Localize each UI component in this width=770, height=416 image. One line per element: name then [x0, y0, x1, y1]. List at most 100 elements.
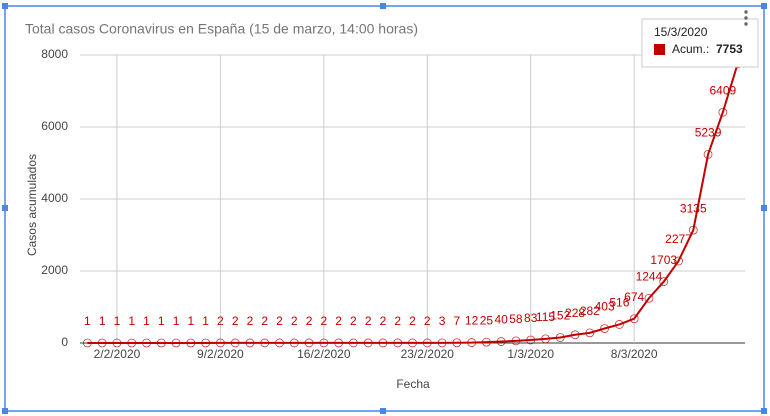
point [467, 338, 477, 347]
data-label: 3135 [680, 201, 707, 215]
data-label: 1703 [650, 253, 677, 267]
data-label: 2 [365, 314, 372, 328]
point [348, 338, 358, 348]
point [363, 338, 373, 348]
data-label: 2 [424, 314, 431, 328]
y-tick-label: 6000 [41, 119, 68, 133]
y-tick-label: 4000 [41, 191, 68, 205]
tooltip-value: 7753 [716, 42, 743, 56]
data-label: 58 [509, 312, 523, 326]
data-label: 2 [261, 314, 268, 328]
data-label: 2 [394, 314, 401, 328]
point [629, 314, 639, 324]
point [171, 338, 181, 348]
data-label: 282 [580, 304, 600, 318]
data-label: 2 [409, 314, 416, 328]
data-label: 2 [232, 314, 239, 328]
x-tick-label: 8/3/2020 [611, 347, 658, 361]
data-label: 83 [524, 311, 538, 325]
point [659, 277, 669, 287]
data-label: 3 [439, 314, 446, 328]
data-label: 2 [320, 314, 327, 328]
tooltip-swatch [654, 44, 665, 55]
data-label: 1 [114, 314, 121, 328]
point [644, 293, 654, 303]
chart-title: Total casos Coronavirus en España (15 de… [25, 21, 418, 37]
point [496, 337, 506, 346]
x-tick-label: 1/3/2020 [507, 347, 554, 361]
point [393, 338, 403, 348]
data-label: 1 [128, 314, 135, 328]
point [186, 338, 196, 348]
data-label: 403 [595, 300, 615, 314]
data-label: 7 [453, 314, 460, 328]
tooltip-box [641, 18, 759, 68]
data-label: 1 [187, 314, 194, 328]
tooltip-date: 15/3/2020 [654, 25, 708, 39]
data-label: 25 [480, 313, 494, 327]
point [275, 338, 284, 348]
data-label: 228 [565, 306, 585, 320]
resize-handles [2, 3, 767, 414]
point [289, 338, 299, 348]
x-tick-label: 23/2/2020 [401, 347, 455, 361]
line [87, 63, 739, 344]
data-label: 674 [624, 290, 644, 304]
data-label: 1 [158, 314, 165, 328]
tooltip: 15/3/2020 Acum.: 7753 [641, 18, 759, 68]
point [600, 324, 610, 333]
point [570, 330, 580, 340]
data-label: 1 [202, 314, 209, 328]
point [452, 338, 462, 348]
data-label: 2 [380, 314, 387, 328]
data-label: 2277 [665, 232, 692, 246]
point [245, 338, 255, 348]
data-label: 2 [247, 314, 254, 328]
data-label: 2 [335, 314, 342, 328]
point [541, 334, 550, 344]
point [319, 338, 329, 348]
point [674, 256, 683, 266]
data-label: 1244 [636, 269, 663, 283]
menu-dots[interactable] [744, 10, 748, 26]
data-label: 5239 [695, 126, 722, 140]
point [142, 338, 151, 348]
point [304, 338, 314, 348]
data-label: 1 [84, 314, 91, 328]
x-axis-label: Fecha [396, 377, 430, 391]
point [555, 333, 565, 342]
point [82, 338, 92, 348]
point [703, 149, 713, 159]
data-label: 2 [306, 314, 313, 328]
data-label: 1 [99, 314, 106, 328]
data-label: 1 [173, 314, 180, 328]
y-axis-label: Casos acumulados [25, 154, 39, 256]
tooltip-series: Acum.: [672, 42, 709, 56]
point [156, 338, 166, 348]
data-label: 6409 [709, 83, 736, 97]
point [408, 338, 417, 348]
x-tick-label: 16/2/2020 [297, 347, 351, 361]
point [230, 338, 240, 348]
point [334, 338, 344, 348]
data-label: 2 [350, 314, 357, 328]
data-label: 516 [609, 296, 629, 310]
point [97, 338, 107, 348]
point [614, 320, 624, 329]
point [437, 338, 447, 348]
data-label: 12 [465, 314, 479, 328]
point [378, 338, 388, 348]
point [511, 336, 521, 346]
x-tick-label: 9/2/2020 [197, 347, 244, 361]
point [112, 338, 122, 348]
point [422, 338, 432, 348]
data-label: 1 [143, 314, 150, 328]
y-tick-label: 2000 [41, 263, 68, 277]
plot-area: 0 2000 4000 6000 8000 2/2/2020 9/2/2020 16/2/20… [41, 35, 751, 361]
y-tick-label: 0 [61, 335, 68, 349]
data-label: 2 [217, 314, 224, 328]
data-label: 40 [494, 313, 508, 327]
data-label: 2 [276, 314, 283, 328]
point [481, 337, 491, 347]
data-label: 152 [550, 309, 570, 323]
